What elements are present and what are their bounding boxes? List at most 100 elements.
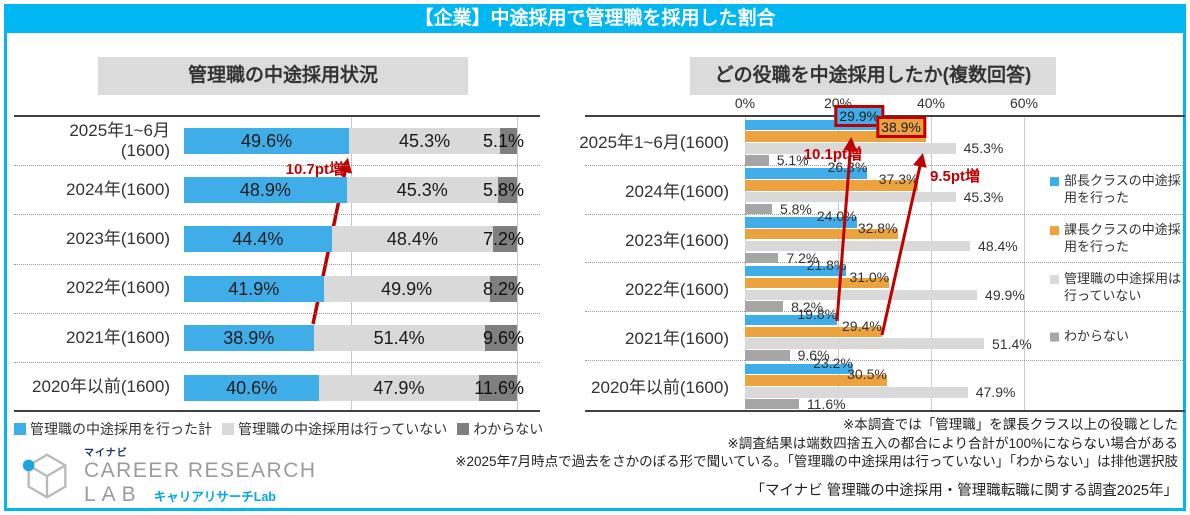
left-chart-row: 2022年(1600) 41.9% 49.9% 8.2% [14,265,540,314]
footnote-line: ※2025年7月時点で過去をさかのぼる形で聞いている。「管理職の中途採用は行って… [455,454,1178,470]
bar [745,203,772,215]
bar-value-label: 49.9% [381,278,433,299]
bar-value-label: 47.9% [373,377,425,398]
stacked-bar: 41.9% 49.9% 8.2% [184,275,524,302]
row-label: 2022年(1600) [625,279,729,299]
legend-swatch [14,423,26,435]
left-chart-legend: 管理職の中途採用を行った計 管理職の中途採用は行っていない わからない [14,419,559,439]
stacked-bar-segment: 47.9% [319,374,479,401]
bar-value-label: 47.9% [975,384,1016,401]
legend-swatch [1050,226,1059,236]
bar [745,350,790,361]
bar-value-label: 51.4% [373,327,425,348]
legend-swatch [222,423,234,435]
bar [745,240,971,252]
stacked-bar: 38.9% 51.4% 9.6% [184,324,524,351]
left-chart-row: 2023年(1600) 44.4% 48.4% 7.2% [14,215,540,265]
stacked-bar-segment [489,275,517,302]
legend-label: 部長クラスの中途採用を行った [1064,173,1181,206]
bar-value-label: 40.6% [226,377,278,398]
plot-border [585,115,1185,117]
stacked-bar-segment [500,128,517,155]
bar [745,387,968,398]
bar [745,289,978,301]
logo-line1: CAREER RESEARCH [84,459,317,482]
stacked-bar: 48.9% 45.3% 5.8% [184,177,524,204]
bar [745,168,868,179]
stacked-bar-segment [478,374,518,401]
legend-swatch [457,423,470,435]
legend-label: 課長クラスの中途採用を行った [1064,222,1181,254]
row-label: 2024年(1600) [66,180,170,200]
row-label: 2024年(1600) [625,182,729,202]
bar [745,180,919,191]
bar-value-label: 9.6% [482,327,524,348]
stacked-bar-segment: 38.9% [184,324,314,351]
legend-label: 管理職の中途採用は行っていない [238,421,448,437]
legend-item: わからない [1050,328,1129,345]
bar-value-label: 38.9% [876,116,926,139]
stacked-bar-segment [497,177,517,204]
bar-value-label: 23.2% [813,354,853,371]
stacked-bar: 44.4% 48.4% 7.2% [184,226,524,253]
bar [745,301,784,312]
logo-line2: LAB [84,483,142,507]
stacked-bar-segment: 45.3% [349,128,500,155]
bar [745,338,984,349]
legend-swatch [1050,177,1059,187]
stacked-bar: 49.6% 45.3% 5.1% [184,128,524,155]
row-label: 2025年1~6月(1600) [69,120,170,161]
bar-value-label: 7.2% [786,249,819,266]
stacked-bar-segment: 44.4% [184,226,332,253]
bar-value-label: 51.4% [992,335,1032,352]
left-chart-plot: 2025年1~6月 (1600) 49.6% 45.3% 5.1% 2024年(1600)… [14,115,540,412]
bar-value-label: 49.6% [241,131,293,152]
x-axis-tick: 0% [734,95,756,111]
row-label: 2023年(1600) [66,229,170,249]
bar [745,131,926,142]
legend-item: 部長クラスの中途採用を行った [1050,173,1185,207]
logo-brand-text: マイナビ [84,448,128,459]
row-label: 2025年1~6月(1600) [579,133,729,153]
bar-value-label: 44.4% [232,229,284,250]
stacked-bar-segment: 45.3% [346,177,498,204]
row-label: 2022年(1600) [66,278,170,298]
logo-subtext: キャリアリサーチLab [153,490,276,505]
plot-border [585,410,1185,412]
stacked-bar-segment: 49.9% [323,275,490,302]
bar-value-label: 26.3% [827,159,868,176]
bar [745,326,882,338]
career-research-lab-logo: マイナビ CAREER RESEARCH LAB キャリアリサーチLab [18,444,317,507]
legend-item: 管理職の中途採用は行っていない [1050,271,1185,305]
bar [745,252,779,264]
left-chart-row: 2024年(1600) 48.9% 45.3% 5.8% [14,166,540,216]
legend-swatch [1050,332,1059,342]
bar-value-label: 11.6% [474,377,524,398]
bar-value-label: 49.9% [985,286,1025,303]
bar [745,228,898,240]
legend-item: 課長クラスの中途採用を行った [1050,222,1185,256]
bar-value-label: 48.4% [386,229,438,250]
bar-value-label: 24.0% [816,208,857,225]
stacked-bar-segment: 41.9% [184,275,324,302]
x-axis-tick: 60% [1009,95,1039,111]
left-chart-row: 2025年1~6月 (1600) 49.6% 45.3% 5.1% [14,117,540,167]
bar [745,191,956,203]
x-axis-tick: 40% [916,95,946,111]
bar-value-label: 8.2% [482,278,524,299]
left-chart-row: 2021年(1600) 38.9% 51.4% 9.6% [14,314,540,363]
legend-item: 管理職の中途採用を行った計 [14,419,212,439]
bar-value-label: 48.9% [239,180,291,201]
bar-value-label: 21.8% [806,256,847,273]
bar [745,314,838,326]
bar-value-label: 19.8% [797,305,838,322]
bar-value-label: 30.5% [847,366,887,383]
row-label: 2021年(1600) [625,328,729,348]
bar [745,217,857,228]
stacked-bar-segment: 49.6% [184,128,350,155]
right-chart-row: 2025年1~6月(1600) 29.9% 38.9% 45.3% 5.1% [579,104,1185,168]
bar [745,398,799,410]
grid-line [745,117,746,410]
right-chart-title: どの役職を中途採用したか(複数回答) [690,57,1056,95]
